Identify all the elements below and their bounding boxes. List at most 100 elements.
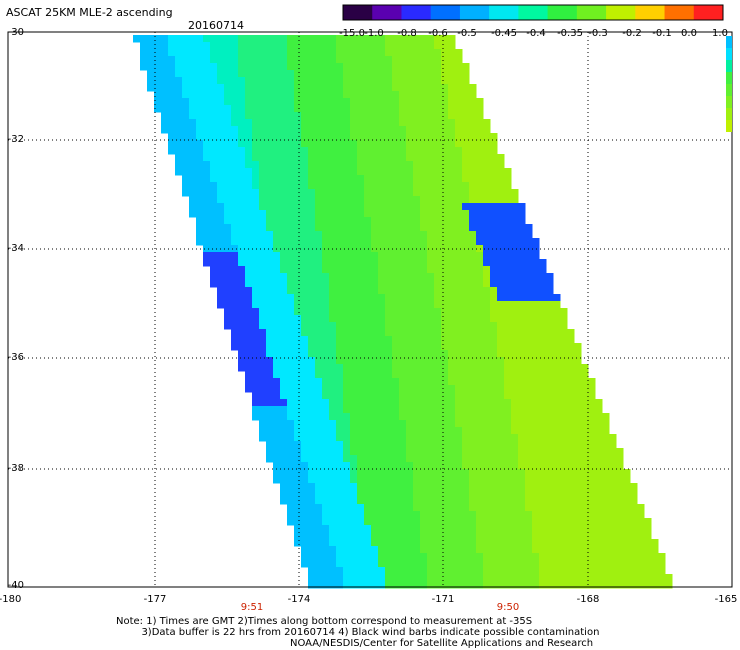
- swath-cell: [343, 399, 351, 407]
- swath-cell: [504, 490, 512, 498]
- swath-cell: [196, 196, 204, 204]
- swath-cell: [238, 329, 246, 337]
- swath-cell: [287, 63, 295, 71]
- swath-cell: [350, 266, 358, 274]
- swath-cell: [378, 119, 386, 127]
- swath-cell: [420, 294, 428, 302]
- swath-cell: [518, 308, 526, 316]
- swath-cell: [553, 350, 561, 358]
- swath-cell: [294, 371, 302, 379]
- swath-cell: [371, 378, 379, 386]
- swath-cell: [364, 42, 372, 50]
- swath-cell: [497, 399, 505, 407]
- swath-cell: [322, 301, 330, 309]
- swath-cell: [343, 105, 351, 113]
- swath-cell: [476, 490, 484, 498]
- swath-cell: [448, 210, 456, 218]
- swath-cell: [315, 315, 323, 323]
- footnote: Note: 1) Times are GMT 2)Times along bot…: [116, 616, 599, 638]
- swath-cell: [588, 392, 596, 400]
- swath-cell: [427, 385, 435, 393]
- swath-cell: [322, 77, 330, 85]
- swath-cell: [504, 448, 512, 456]
- swath-cell: [476, 238, 484, 246]
- swath-cell: [427, 217, 435, 225]
- swath-cell: [413, 70, 421, 78]
- swath-cell: [483, 364, 491, 372]
- swath-cell: [378, 462, 386, 470]
- swath-cell: [546, 371, 554, 379]
- swath-cell: [357, 336, 365, 344]
- swath-cell: [490, 567, 498, 575]
- swath-cell: [308, 245, 316, 253]
- swath-cell: [420, 35, 428, 43]
- swath-cell: [315, 294, 323, 302]
- swath-cell: [511, 350, 519, 358]
- swath-cell: [392, 497, 400, 505]
- swath-cell: [329, 434, 337, 442]
- swath-cell: [385, 224, 393, 232]
- swath-cell: [336, 497, 344, 505]
- swath-cell: [406, 504, 414, 512]
- swath-cell: [434, 546, 442, 554]
- swath-cell: [539, 378, 547, 386]
- swath-cell: [252, 245, 260, 253]
- swath-cell: [399, 245, 407, 253]
- swath-cell: [140, 56, 148, 64]
- swath-cell: [154, 98, 162, 106]
- swath-cell: [357, 273, 365, 281]
- swath-cell: [483, 441, 491, 449]
- swath-cell: [518, 504, 526, 512]
- swath-cell: [623, 532, 631, 540]
- swath-cell: [371, 105, 379, 113]
- swath-cell: [399, 126, 407, 134]
- swath-cell: [301, 490, 309, 498]
- swath-cell: [259, 245, 267, 253]
- swath-cell: [420, 546, 428, 554]
- swath-cell: [602, 525, 610, 533]
- swath-cell: [350, 413, 358, 421]
- swath-cell: [392, 420, 400, 428]
- swath-cell: [427, 490, 435, 498]
- swath-cell: [399, 385, 407, 393]
- swath-cell: [413, 546, 421, 554]
- swath-cell: [287, 105, 295, 113]
- swath-cell: [175, 105, 183, 113]
- swath-cell: [420, 126, 428, 134]
- swath-cell: [245, 112, 253, 120]
- swath-cell: [224, 196, 232, 204]
- swath-cell: [427, 287, 435, 295]
- swath-cell: [441, 364, 449, 372]
- swath-cell: [224, 315, 232, 323]
- swath-cell: [455, 273, 463, 281]
- swath-cell: [301, 196, 309, 204]
- swath-cell: [483, 539, 491, 547]
- swath-cell: [308, 336, 316, 344]
- swath-cell: [602, 511, 610, 519]
- swath-cell: [406, 455, 414, 463]
- swath-cell: [455, 371, 463, 379]
- swath-cell: [511, 406, 519, 414]
- swath-cell: [406, 553, 414, 561]
- swath-cell: [315, 105, 323, 113]
- swath-cell: [308, 252, 316, 260]
- swath-cell: [637, 574, 645, 582]
- swath-cell: [504, 532, 512, 540]
- swath-cell: [658, 553, 666, 561]
- swath-cell: [322, 399, 330, 407]
- swath-cell: [343, 245, 351, 253]
- swath-cell: [301, 399, 309, 407]
- swath-cell: [196, 42, 204, 50]
- swath-cell: [231, 49, 239, 57]
- swath-cell: [448, 238, 456, 246]
- swath-cell: [469, 497, 477, 505]
- swath-cell: [371, 567, 379, 575]
- swath-cell: [245, 196, 253, 204]
- swath-cell: [308, 91, 316, 99]
- swath-cell: [189, 147, 197, 155]
- swath-cell: [511, 231, 519, 239]
- swath-cell: [455, 238, 463, 246]
- swath-cell: [574, 343, 582, 351]
- swath-cell: [427, 98, 435, 106]
- swath-cell: [287, 378, 295, 386]
